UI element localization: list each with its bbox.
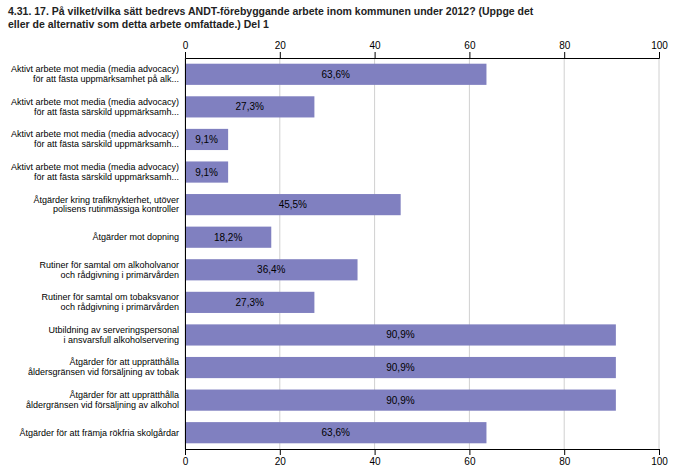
x-tick: 80: [559, 449, 571, 467]
tick-mark: [564, 449, 565, 455]
data-label: 63,6%: [322, 427, 350, 438]
bar: [185, 292, 314, 313]
y-tick: Åtgärder mot dopning: [92, 232, 185, 242]
tick-label: Aktivt arbete mot media (media advocacy)…: [11, 162, 179, 182]
tick-label: Åtgärder för att upprätthållaåldersgräns…: [28, 357, 180, 377]
chart: 4.31. 17. På vilket/vilka sätt bedrevs A…: [0, 0, 681, 473]
tick-mark: [375, 52, 376, 58]
bar: [185, 357, 616, 378]
tick-label: Åtgärder för att upprätthållaåldergränse…: [26, 390, 179, 410]
bars: [185, 64, 616, 444]
x-tick: 20: [275, 449, 287, 467]
x-tick: 20: [275, 40, 287, 58]
y-tick: Åtgärder för att upprätthållaåldergränse…: [26, 390, 185, 410]
bar: [185, 324, 616, 345]
bar: [185, 161, 228, 182]
data-label: 9,1%: [195, 134, 218, 145]
axis-line: [185, 59, 186, 450]
tick-mark: [280, 52, 281, 58]
tick-label: 80: [559, 456, 571, 467]
tick-mark: [564, 52, 565, 58]
x-tick: 60: [464, 449, 476, 467]
tick-label: Åtgärder för att främja rökfria skolgård…: [19, 428, 179, 438]
grid-line: [185, 58, 186, 449]
data-labels: 63,6% 27,3% 9,1% 9,1% 45,5% 18,2% 36,4% 27,3% 90…: [195, 69, 415, 438]
bar: [185, 96, 314, 117]
data-label: 90,9%: [386, 362, 414, 373]
tick-label: 0: [183, 456, 189, 467]
y-axis: Aktivt arbete mot media (media advocacy)…: [11, 59, 186, 450]
x-tick: 40: [370, 449, 382, 467]
data-label: 45,5%: [279, 199, 307, 210]
y-tick: Rutiner för samtal om tobaksvanoroch råd…: [41, 292, 185, 312]
tick-label: 40: [370, 40, 382, 51]
axis-line: [186, 52, 660, 59]
bar: [185, 64, 486, 85]
x-tick: 80: [559, 40, 571, 58]
tick-mark: [280, 449, 281, 455]
tick-label: Åtgärder mot dopning: [92, 232, 179, 242]
title: 4.31. 17. På vilket/vilka sätt bedrevs A…: [8, 5, 534, 30]
tick-label: Rutiner för samtal om tobaksvanoroch råd…: [41, 292, 179, 312]
grid-line: [659, 58, 660, 449]
x-tick: 0: [183, 40, 189, 58]
y-tick: Åtgärder för att främja rökfria skolgård…: [19, 428, 185, 438]
tick-label: Aktivt arbete mot media (media advocacy)…: [11, 97, 179, 117]
bar: [185, 227, 271, 248]
x-tick: 100: [651, 40, 668, 58]
y-tick: Aktivt arbete mot media (media advocacy)…: [11, 162, 185, 182]
tick-mark: [469, 449, 470, 455]
tick-label: Åtgärder kring trafiknykterhet, utöverpo…: [33, 195, 179, 215]
tick-label: Aktivt arbete mot media (media advocacy)…: [11, 129, 179, 149]
tick-mark: [185, 52, 186, 58]
tick-label: 20: [275, 456, 287, 467]
y-tick: Åtgärder för att upprätthållaåldersgräns…: [28, 357, 185, 377]
y-tick: Rutiner för samtal om alkoholvanoroch rå…: [39, 260, 185, 280]
x-axis-top: 0 20 40 60 80 100: [183, 40, 669, 59]
bar: [185, 129, 228, 150]
y-tick: Aktivt arbete mot media (media advocacy)…: [11, 64, 185, 84]
data-label: 9,1%: [195, 167, 218, 178]
tick-label: Utbildning av serveringspersonali ansvar…: [48, 325, 179, 345]
data-label: 27,3%: [236, 101, 264, 112]
x-tick: 0: [183, 449, 189, 467]
bar: [185, 390, 616, 411]
x-tick: 100: [651, 449, 668, 467]
tick-label: 100: [651, 456, 668, 467]
y-tick: Aktivt arbete mot media (media advocacy)…: [11, 97, 185, 117]
tick-label: 60: [464, 40, 476, 51]
tick-mark: [375, 449, 376, 455]
tick-label: 60: [464, 456, 476, 467]
data-label: 27,3%: [236, 297, 264, 308]
data-label: 18,2%: [214, 232, 242, 243]
grid: [185, 58, 659, 449]
axis-line: [186, 450, 660, 456]
tick-label: Rutiner för samtal om alkoholvanoroch rå…: [39, 260, 179, 280]
data-label: 90,9%: [386, 395, 414, 406]
y-tick: Åtgärder kring trafiknykterhet, utöverpo…: [33, 195, 185, 215]
x-tick: 40: [370, 40, 382, 58]
x-tick: 60: [464, 40, 476, 58]
y-tick: Utbildning av serveringspersonali ansvar…: [48, 325, 185, 345]
tick-mark: [659, 449, 660, 455]
tick-mark: [185, 449, 186, 455]
tick-mark: [469, 52, 470, 58]
bar: [185, 422, 486, 443]
y-tick: Aktivt arbete mot media (media advocacy)…: [11, 129, 185, 149]
data-label: 90,9%: [386, 329, 414, 340]
bar: [185, 259, 358, 280]
data-label: 63,6%: [322, 69, 350, 80]
tick-mark: [659, 52, 660, 58]
plot: 0 20 40 60 80 100 0 20 40 60 80 100 Aktivt arbete mo…: [11, 40, 668, 467]
tick-label: 0: [183, 40, 189, 51]
tick-label: 100: [651, 40, 668, 51]
tick-label: 40: [370, 456, 382, 467]
bar: [185, 194, 401, 215]
data-label: 36,4%: [257, 264, 285, 275]
tick-label: 80: [559, 40, 571, 51]
tick-label: Aktivt arbete mot media (media advocacy)…: [11, 64, 179, 84]
tick-label: 20: [275, 40, 287, 51]
x-axis-bottom: 0 20 40 60 80 100: [183, 449, 669, 467]
